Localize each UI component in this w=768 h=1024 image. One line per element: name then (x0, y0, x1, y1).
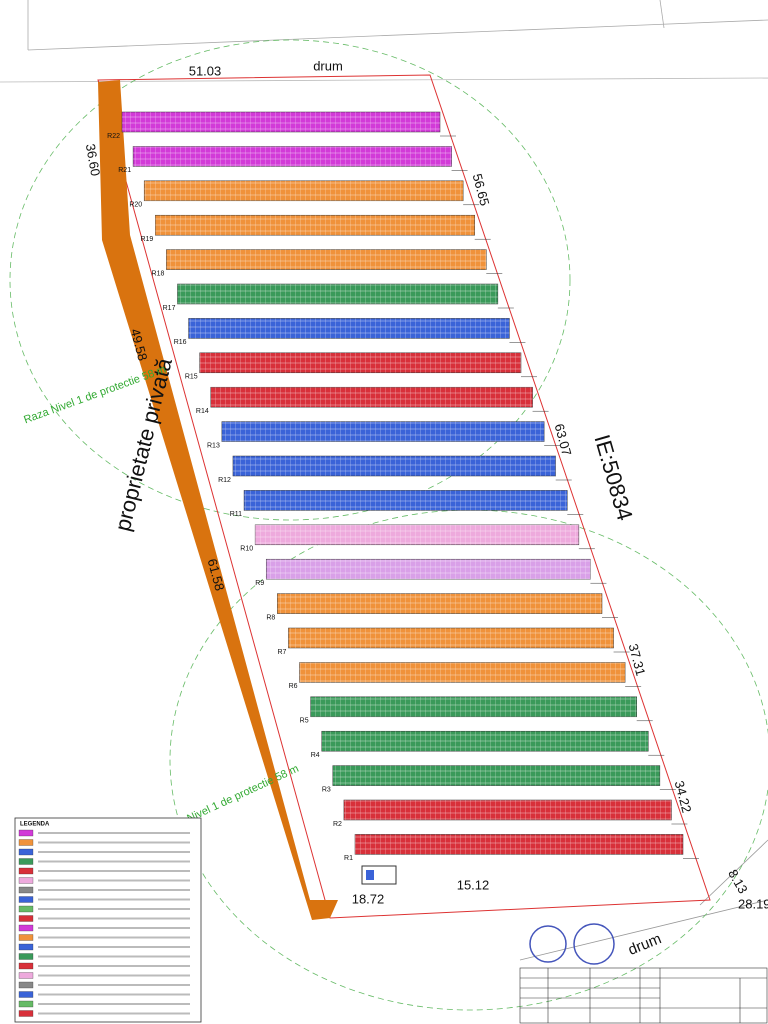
dimension: 37.31 (626, 642, 649, 677)
panel-cells (199, 352, 521, 373)
border-line (659, 0, 665, 29)
access-road (98, 80, 338, 920)
panel-cells (310, 696, 637, 717)
panel-cells (155, 215, 475, 236)
panel-cells (332, 765, 660, 786)
row-label: R7 (277, 649, 286, 656)
legend-swatch (18, 1010, 34, 1017)
row-label: R15 (185, 374, 198, 381)
legend-swatch (18, 972, 34, 979)
legend-swatch (18, 905, 34, 913)
legend-swatch (18, 896, 34, 903)
inverter-icon (366, 870, 374, 880)
legend-swatch (18, 915, 34, 922)
panel-cells (232, 456, 556, 476)
dimension: 36.60 (83, 142, 103, 177)
dimension: 15.12 (457, 877, 490, 892)
panel-cells (288, 628, 614, 648)
row-label: R3 (322, 786, 331, 793)
legend-swatch (18, 924, 34, 932)
road-edge (519, 899, 768, 961)
panel-cells (144, 180, 464, 201)
legend-swatch (18, 953, 34, 960)
panel-cells (355, 834, 683, 855)
panel-cells (266, 559, 591, 580)
row-label: R22 (107, 133, 120, 140)
road-edge (0, 77, 768, 83)
legend-swatch (18, 962, 34, 970)
dimension: 18.72 (352, 891, 385, 906)
dimension: 63.07 (552, 422, 575, 457)
title-block (519, 967, 768, 1024)
panel-cells (122, 112, 440, 132)
row-label: R4 (311, 752, 320, 759)
row-label: R11 (230, 511, 242, 518)
parcel-boundary (97, 74, 711, 919)
stamp (573, 923, 615, 965)
panel-rows: R22 R21 R20 R19 R18 R17 R16 R15 R14 R13 R12 R11 R10 R… (107, 111, 699, 862)
legend-swatch (18, 991, 34, 998)
panel-cells (343, 800, 672, 820)
row-label: R17 (163, 305, 176, 312)
row-label: R21 (118, 167, 131, 174)
legend-swatch (18, 848, 34, 856)
legend-swatch (18, 877, 34, 884)
panel-cells (210, 387, 533, 408)
panel-cells (244, 490, 568, 511)
legend-swatch (18, 934, 34, 941)
row-label: R13 (207, 442, 220, 449)
panel-cells (321, 731, 649, 752)
row-label: R6 (289, 683, 298, 690)
row-label: R14 (196, 408, 209, 415)
legend-title: LEGENDA (20, 822, 50, 828)
stamp (529, 925, 567, 963)
legend-swatch (18, 839, 34, 846)
dimension: 28.19 (738, 896, 768, 911)
legend-box (14, 817, 202, 1023)
row-label: R5 (300, 718, 309, 725)
panel-cells (188, 318, 510, 339)
legend-swatch (18, 829, 34, 837)
panel-cells (299, 662, 626, 683)
parcel-id: IE:50834 (589, 432, 637, 524)
protection-circle (9, 39, 571, 521)
legend-swatch (18, 981, 34, 989)
row-label: R12 (218, 477, 231, 484)
panel-cells (255, 524, 579, 545)
row-label: R10 (240, 546, 253, 553)
panel-cells (133, 146, 452, 167)
row-label: R18 (152, 270, 165, 277)
legend-items (18, 829, 190, 1017)
row-label: R19 (140, 236, 153, 243)
road-label: drum (313, 58, 343, 73)
panel-cells (277, 593, 602, 614)
panel-cells (221, 421, 545, 442)
row-label: R1 (344, 855, 353, 862)
protection-circle (169, 509, 768, 1011)
dimension: 8.13 (725, 867, 751, 896)
row-label: R9 (255, 580, 264, 587)
border-line (27, 19, 768, 51)
panel-cells (177, 284, 498, 304)
legend-swatch (18, 943, 34, 951)
legend-swatch (18, 1000, 34, 1008)
row-label: R20 (129, 202, 142, 209)
row-label: R2 (333, 821, 342, 828)
dimension: 51.03 (189, 63, 222, 78)
legend-swatch (18, 858, 34, 865)
row-label: R8 (266, 614, 275, 621)
legend-swatch (18, 886, 34, 894)
panel-cells (166, 249, 487, 270)
legend-swatch (18, 867, 34, 875)
road-edge (699, 839, 768, 906)
row-label: R16 (174, 339, 187, 346)
